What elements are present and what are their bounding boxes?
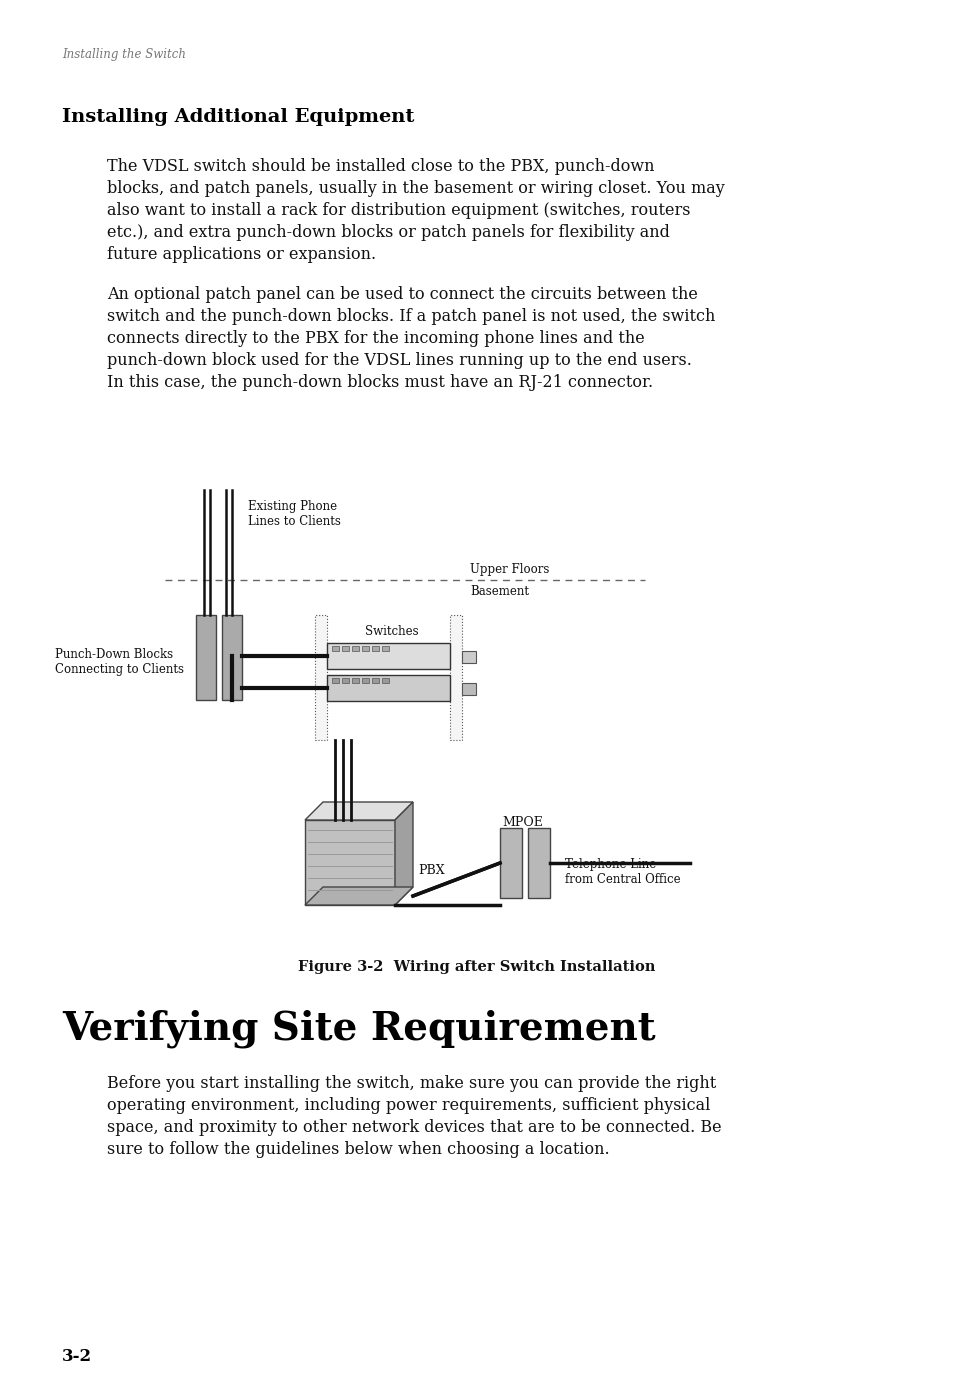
Text: etc.), and extra punch-down blocks or patch panels for flexibility and: etc.), and extra punch-down blocks or pa…	[107, 223, 669, 242]
Text: Telephone Line
from Central Office: Telephone Line from Central Office	[564, 858, 679, 886]
Bar	[305, 820, 395, 905]
Text: Switches: Switches	[365, 625, 418, 638]
Text: Figure 3-2  Wiring after Switch Installation: Figure 3-2 Wiring after Switch Installat…	[298, 960, 655, 974]
Text: operating environment, including power requirements, sufficient physical: operating environment, including power r…	[107, 1097, 710, 1115]
Bar	[314, 615, 327, 740]
Text: sure to follow the guidelines below when choosing a location.: sure to follow the guidelines below when…	[107, 1141, 609, 1158]
Bar	[327, 643, 450, 669]
Text: In this case, the punch-down blocks must have an RJ-21 connector.: In this case, the punch-down blocks must…	[107, 373, 653, 391]
Bar	[327, 675, 450, 701]
Bar	[361, 677, 369, 683]
Bar	[381, 645, 389, 651]
Bar	[450, 615, 461, 740]
Bar	[461, 651, 476, 663]
Text: MPOE: MPOE	[501, 816, 542, 829]
Polygon shape	[305, 887, 413, 905]
Bar	[372, 677, 378, 683]
Text: switch and the punch-down blocks. If a patch panel is not used, the switch: switch and the punch-down blocks. If a p…	[107, 308, 715, 325]
Text: Verifying Site Requirement: Verifying Site Requirement	[62, 1010, 655, 1048]
Bar	[341, 677, 349, 683]
Bar	[461, 683, 476, 695]
Bar	[352, 677, 358, 683]
Bar	[341, 645, 349, 651]
Text: future applications or expansion.: future applications or expansion.	[107, 246, 375, 262]
Text: Installing the Switch: Installing the Switch	[62, 49, 186, 61]
Bar	[352, 645, 358, 651]
Bar	[222, 615, 242, 700]
Text: An optional patch panel can be used to connect the circuits between the: An optional patch panel can be used to c…	[107, 286, 698, 303]
Polygon shape	[305, 802, 413, 820]
Text: space, and proximity to other network devices that are to be connected. Be: space, and proximity to other network de…	[107, 1119, 720, 1135]
Text: connects directly to the PBX for the incoming phone lines and the: connects directly to the PBX for the inc…	[107, 330, 644, 347]
Text: Upper Floors: Upper Floors	[470, 564, 549, 576]
Bar	[381, 677, 389, 683]
Text: blocks, and patch panels, usually in the basement or wiring closet. You may: blocks, and patch panels, usually in the…	[107, 180, 724, 197]
Text: 3-2: 3-2	[62, 1348, 92, 1364]
Polygon shape	[395, 802, 413, 905]
Text: PBX: PBX	[417, 863, 444, 876]
Bar	[332, 677, 338, 683]
Text: Basement: Basement	[470, 584, 529, 598]
Bar	[499, 829, 521, 898]
Text: Existing Phone
Lines to Clients: Existing Phone Lines to Clients	[248, 500, 340, 527]
Text: Before you start installing the switch, make sure you can provide the right: Before you start installing the switch, …	[107, 1074, 716, 1092]
Bar	[195, 615, 215, 700]
Text: The VDSL switch should be installed close to the PBX, punch-down: The VDSL switch should be installed clos…	[107, 158, 654, 175]
Text: Punch-Down Blocks
Connecting to Clients: Punch-Down Blocks Connecting to Clients	[55, 648, 184, 676]
Bar	[361, 645, 369, 651]
Bar	[527, 829, 550, 898]
Text: punch-down block used for the VDSL lines running up to the end users.: punch-down block used for the VDSL lines…	[107, 353, 691, 369]
Text: Installing Additional Equipment: Installing Additional Equipment	[62, 108, 414, 126]
Text: also want to install a rack for distribution equipment (switches, routers: also want to install a rack for distribu…	[107, 203, 690, 219]
Bar	[372, 645, 378, 651]
Bar	[332, 645, 338, 651]
